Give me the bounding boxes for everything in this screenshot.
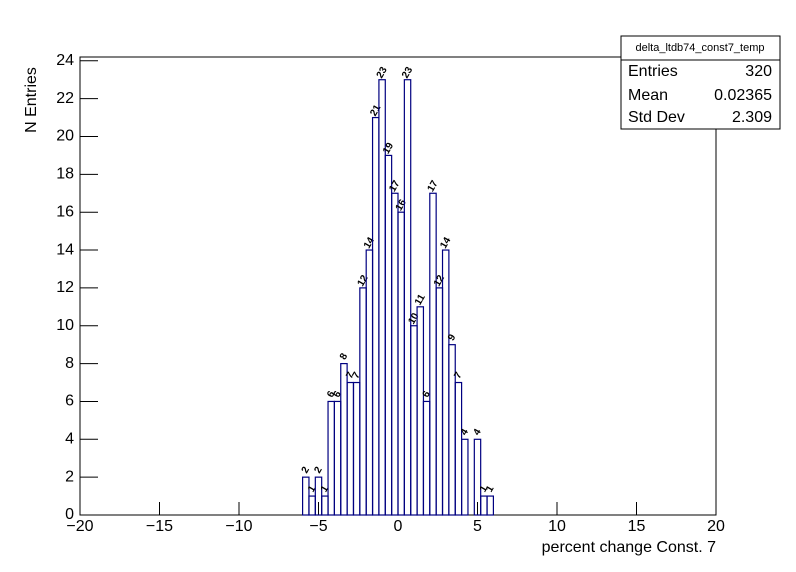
bar — [302, 476, 310, 516]
stats-box: delta_ltdb74_const7_temp Entries 320 Mea… — [620, 35, 781, 130]
value-label: 16 — [394, 197, 409, 213]
x-axis-label: percent change Const. 7 — [542, 539, 716, 556]
value-label: 23 — [400, 65, 415, 81]
y-tick-label: 8 — [65, 355, 74, 372]
value-label: 8 — [338, 351, 351, 362]
y-tick-label: 20 — [56, 128, 74, 145]
bar — [352, 381, 361, 516]
x-tick-label: 10 — [548, 518, 566, 535]
bar — [454, 381, 463, 516]
bar — [410, 325, 418, 516]
value-label: 1 — [484, 484, 497, 495]
value-label: 23 — [375, 65, 390, 81]
value-label: 6 — [421, 389, 434, 400]
value-label: 2 — [300, 465, 313, 476]
y-tick-label: 14 — [56, 241, 74, 258]
y-axis-label: N Entries — [23, 67, 40, 133]
bar — [391, 192, 399, 516]
x-tick-label: 20 — [707, 518, 725, 535]
y-tick-label: 24 — [56, 52, 74, 69]
bar — [384, 154, 393, 516]
y-tick-label: 10 — [56, 317, 74, 334]
y-tick-label: 6 — [65, 393, 74, 410]
x-tick-label: −5 — [309, 518, 327, 535]
value-label: 7 — [344, 370, 357, 381]
bar — [308, 495, 316, 516]
value-label: 19 — [381, 141, 396, 157]
y-tick-label: 2 — [65, 468, 74, 485]
y-tick-label: 0 — [65, 506, 74, 523]
bar — [346, 381, 355, 516]
stats-value: 320 — [745, 63, 772, 80]
x-tick-label: −10 — [225, 518, 252, 535]
x-tick-label: −20 — [66, 518, 93, 535]
x-tick-label: 5 — [473, 518, 482, 535]
bar — [441, 249, 450, 516]
bar — [327, 400, 336, 516]
stats-key: Entries — [628, 63, 678, 80]
bar — [473, 438, 482, 516]
value-label: 14 — [362, 235, 377, 251]
y-tick-label: 22 — [56, 90, 74, 107]
bar — [359, 287, 367, 516]
value-label: 1 — [478, 484, 491, 495]
stats-value: 0.02365 — [714, 87, 772, 104]
bar — [371, 116, 380, 516]
value-label: 9 — [446, 332, 459, 343]
value-label: 2 — [312, 465, 325, 476]
value-label: 4 — [459, 427, 472, 438]
value-label: 6 — [332, 389, 345, 400]
y-tick-label: 18 — [56, 166, 74, 183]
value-label: 21 — [368, 103, 383, 119]
value-label: 7 — [351, 370, 364, 381]
bar — [480, 495, 488, 516]
bar — [486, 495, 495, 516]
value-label: 10 — [406, 311, 421, 327]
stats-key: Std Dev — [628, 109, 685, 126]
value-label: 6 — [325, 389, 338, 400]
stats-title: delta_ltdb74_const7_temp — [635, 42, 764, 54]
stats-value: 2.309 — [732, 109, 772, 126]
y-tick-label: 16 — [56, 203, 74, 220]
bar — [365, 249, 374, 516]
value-label: 17 — [426, 178, 441, 194]
stats-frame — [620, 35, 781, 130]
value-label: 1 — [319, 484, 332, 495]
bar — [416, 306, 425, 516]
y-tick-label: 12 — [56, 279, 74, 296]
value-label: 4 — [471, 427, 484, 438]
y-tick-label: 4 — [65, 431, 74, 448]
value-label: 7 — [452, 370, 465, 381]
value-label: 17 — [387, 178, 402, 194]
bar — [340, 362, 348, 516]
value-label: 14 — [438, 235, 453, 251]
stats-key: Mean — [628, 87, 668, 104]
value-label: 1 — [306, 484, 319, 495]
x-tick-label: 15 — [628, 518, 646, 535]
bar — [403, 79, 412, 516]
x-tick-label: 0 — [394, 518, 403, 535]
value-label: 12 — [356, 273, 371, 289]
bar — [461, 438, 469, 516]
x-tick-label: −15 — [146, 518, 173, 535]
value-label: 11 — [413, 292, 428, 307]
bar — [397, 211, 405, 516]
bar — [435, 287, 444, 516]
value-label: 12 — [432, 273, 447, 289]
bar — [321, 495, 329, 516]
bar — [333, 400, 342, 516]
bar — [422, 400, 431, 516]
bar — [429, 192, 437, 516]
